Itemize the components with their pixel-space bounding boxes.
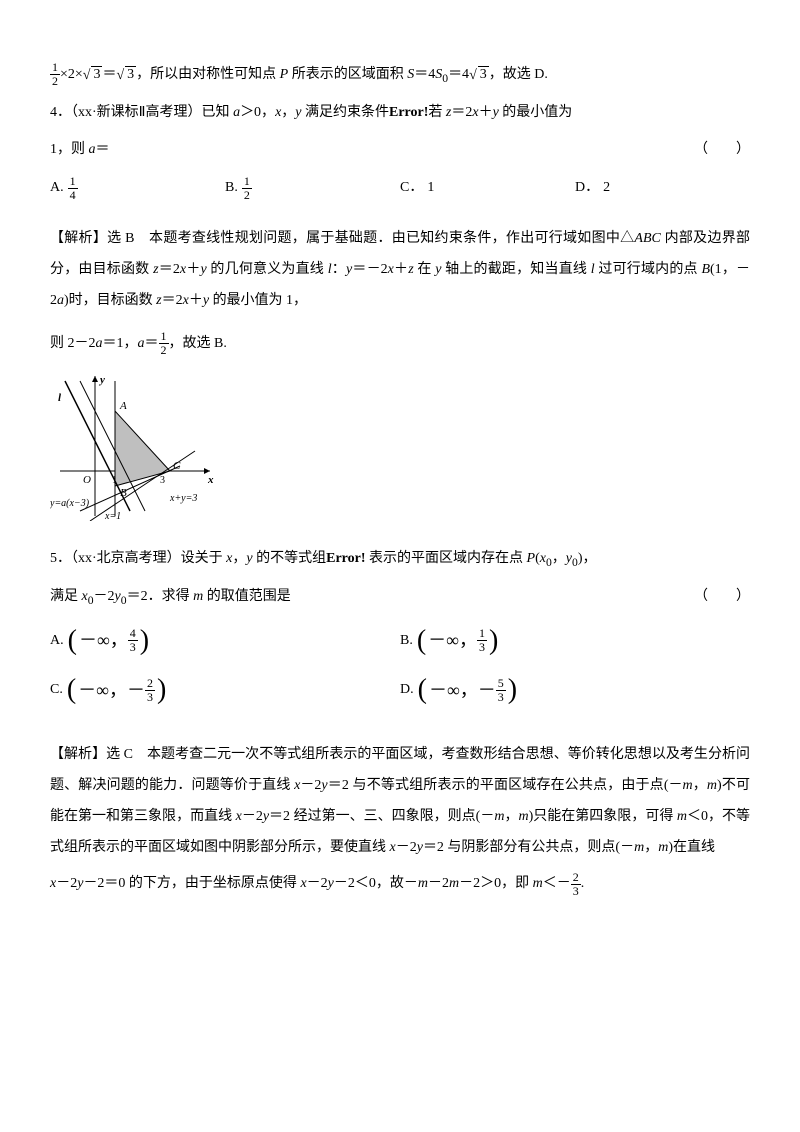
svg-text:y: y	[98, 374, 105, 386]
svg-text:l: l	[58, 392, 62, 404]
q5-paren: （ ）	[694, 582, 750, 613]
svg-text:x: x	[207, 474, 214, 486]
q4-stem-line2: 1，则 a＝ （ ）	[50, 135, 750, 166]
q4-opt-a: A.14	[50, 173, 225, 204]
q5-stem-line1: 5．（xx·北京高考理）设关于 x，y 的不等式组Error! 表示的平面区域内…	[50, 544, 750, 575]
svg-text:x=1: x=1	[104, 511, 121, 521]
svg-text:B: B	[120, 487, 127, 499]
svg-text:3: 3	[160, 475, 165, 486]
svg-text:O: O	[83, 474, 91, 486]
q4-options: A.14 B.12 C．1 D．2	[50, 173, 750, 204]
svg-text:C: C	[173, 460, 181, 472]
sol5-text: 【解析】选 C 本题考查二元一次不等式组所表示的平面区域，考查数形结合思想、等价…	[50, 740, 750, 863]
q5-stem-line2: 满足 x0－2y0＝2．求得 m 的取值范围是 （ ）	[50, 582, 750, 613]
q5-opt-a: A. (－∞，43)	[50, 621, 400, 661]
q4-paren: （ ）	[694, 135, 750, 166]
svg-text:1: 1	[112, 475, 117, 486]
sol4-text: 【解析】选 B 本题考查线性规划问题，属于基础题．由已知约束条件，作出可行域如图…	[50, 224, 750, 316]
q4-opt-c: C．1	[400, 173, 575, 204]
q5-opt-c: C. (－∞，－23)	[50, 671, 400, 711]
q5-opt-d: D. (－∞，－53)	[400, 671, 750, 711]
q4-opt-d: D．2	[575, 173, 750, 204]
svg-text:A: A	[119, 400, 127, 412]
q5-opt-b: B. (－∞，13)	[400, 621, 750, 661]
svg-text:x+y=3: x+y=3	[169, 493, 197, 504]
q5-options: A. (－∞，43) B. (－∞，13) C. (－∞，－23) D. (－∞…	[50, 621, 750, 720]
frac-half: 12	[50, 61, 60, 88]
q4-stem-line1: 4．（xx·新课标Ⅱ高考理）已知 a＞0，x，y 满足约束条件Error!若 z…	[50, 98, 750, 129]
p3-tail: 12×2×√3＝√3，所以由对称性可知点 P 所表示的区域面积 S＝4S0＝4√…	[50, 60, 750, 92]
feasible-region-graph: y l A C O x 1 3 B y=a(x−3) x=1 x+y=3	[50, 371, 220, 521]
svg-text:y=a(x−3): y=a(x−3)	[50, 498, 90, 509]
sol4-figure: y l A C O x 1 3 B y=a(x−3) x=1 x+y=3	[50, 371, 750, 534]
q4-opt-b: B.12	[225, 173, 400, 204]
sol4-last: 则 2－2a＝1，a＝12，故选 B.	[50, 329, 750, 360]
sol5-last: x－2y－2＝0 的下方，由于坐标原点使得 x－2y－2＜0，故－m－2m－2＞…	[50, 869, 750, 900]
